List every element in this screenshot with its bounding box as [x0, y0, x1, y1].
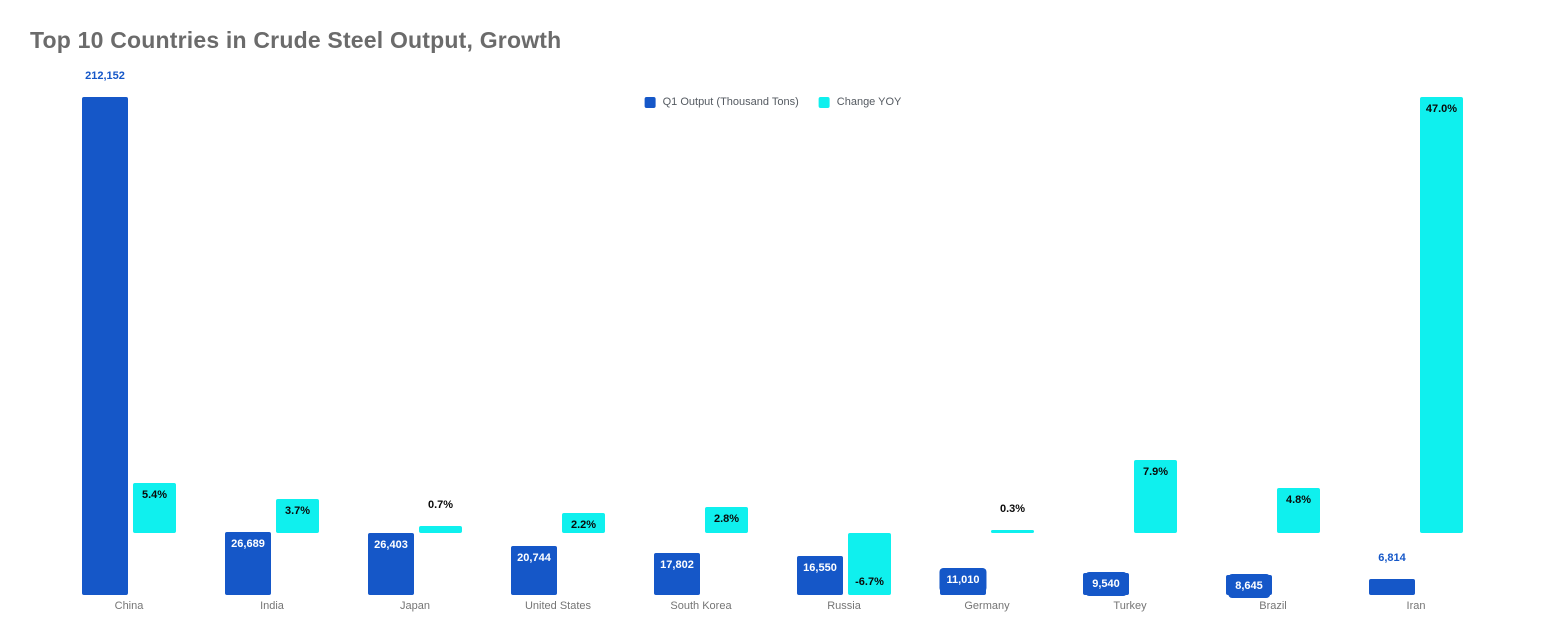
value-label-change-yoy-germany: 0.3% [999, 503, 1026, 516]
bar-change-yoy-russia[interactable] [848, 532, 891, 595]
value-label-change-yoy-brazil: 4.8% [1285, 494, 1312, 507]
bar-change-yoy-turkey[interactable] [1134, 459, 1177, 533]
value-label-q1-output-germany: 11,010 [939, 568, 987, 593]
bar-q1-output-japan[interactable] [368, 533, 414, 595]
value-label-q1-output-brazil: 8,645 [1228, 573, 1270, 598]
legend-label-change-yoy: Change YOY [836, 96, 902, 108]
bar-change-yoy-brazil[interactable] [1277, 488, 1320, 533]
legend: Q1 Output (Thousand Tons) Change YOY [644, 96, 902, 108]
x-axis-label-united-states: United States [524, 600, 592, 612]
value-label-change-yoy-india: 3.7% [284, 504, 311, 517]
x-axis-label-turkey: Turkey [1113, 600, 1147, 612]
bar-q1-output-china[interactable] [82, 97, 128, 595]
value-label-q1-output-turkey: 9,540 [1085, 571, 1127, 596]
bar-q1-output-united-states[interactable] [511, 546, 557, 595]
x-axis-label-china: China [114, 600, 144, 612]
value-label-change-yoy-south-korea: 2.8% [713, 512, 740, 525]
bar-q1-output-india[interactable] [225, 532, 271, 595]
legend-label-q1-output: Q1 Output (Thousand Tons) [662, 96, 799, 108]
legend-swatch-q1-output-icon [644, 96, 656, 108]
x-axis-label-south-korea: South Korea [670, 600, 732, 612]
bar-q1-output-iran[interactable] [1369, 579, 1415, 595]
bar-change-yoy-iran[interactable] [1420, 97, 1463, 533]
value-label-q1-output-united-states: 20,744 [517, 552, 551, 565]
x-axis-label-india: India [260, 600, 284, 612]
value-label-q1-output-japan: 26,403 [374, 539, 408, 551]
value-label-q1-output-south-korea: 17,802 [660, 559, 694, 572]
value-label-q1-output-china: 212,152 [85, 70, 125, 82]
bar-change-yoy-united-states[interactable] [562, 512, 605, 533]
value-label-change-yoy-iran: 47.0% [1425, 103, 1458, 115]
value-label-q1-output-iran: 6,814 [1378, 552, 1406, 564]
value-label-change-yoy-turkey: 7.9% [1142, 465, 1169, 478]
bar-q1-output-south-korea[interactable] [654, 553, 700, 595]
value-label-q1-output-india: 26,689 [231, 538, 265, 551]
x-axis-label-germany: Germany [964, 600, 1010, 612]
bar-change-yoy-germany[interactable] [991, 530, 1034, 533]
chart-title: Top 10 Countries in Crude Steel Output, … [30, 27, 562, 53]
x-axis-label-japan: Japan [400, 600, 430, 612]
x-axis-label-russia: Russia [827, 600, 861, 612]
legend-item-q1-output[interactable]: Q1 Output (Thousand Tons) [644, 96, 799, 108]
value-label-change-yoy-united-states: 2.2% [570, 518, 597, 531]
value-label-change-yoy-russia: -6.7% [855, 576, 884, 588]
bar-change-yoy-japan[interactable] [419, 526, 462, 533]
legend-swatch-change-yoy-icon [818, 96, 830, 108]
value-label-change-yoy-japan: 0.7% [427, 499, 454, 512]
bar-change-yoy-india[interactable] [276, 498, 319, 533]
legend-item-change-yoy[interactable]: Change YOY [818, 96, 902, 108]
x-axis-label-brazil: Brazil [1259, 600, 1287, 612]
bar-change-yoy-south-korea[interactable] [705, 506, 748, 533]
value-label-q1-output-russia: 16,550 [803, 562, 837, 575]
value-label-change-yoy-china: 5.4% [141, 488, 168, 501]
x-axis-label-iran: Iran [1406, 600, 1426, 612]
bar-q1-output-russia[interactable] [797, 556, 843, 595]
bar-change-yoy-china[interactable] [133, 482, 176, 533]
